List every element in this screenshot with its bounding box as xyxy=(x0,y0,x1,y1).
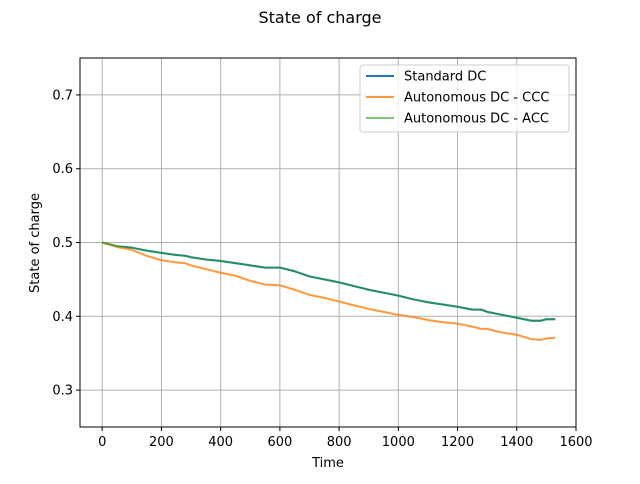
x-tick-label: 800 xyxy=(327,435,352,450)
y-tick-label: 0.7 xyxy=(52,88,73,103)
legend-box xyxy=(359,64,570,133)
x-tick-label: 1600 xyxy=(559,435,592,450)
x-tick-label: 600 xyxy=(267,435,292,450)
y-axis-label: State of charge xyxy=(28,193,43,293)
y-tick-label: 0.5 xyxy=(52,236,73,251)
series-line-3 xyxy=(101,241,556,322)
x-axis-label: Time xyxy=(311,456,344,471)
x-tick-label: 1200 xyxy=(441,435,474,450)
y-tick-label: 0.4 xyxy=(52,310,73,325)
legend-label: Standard DC xyxy=(404,70,486,85)
x-tick-label: 1000 xyxy=(382,435,415,450)
legend-label: Autonomous DC - CCC xyxy=(404,91,549,106)
y-tick-label: 0.3 xyxy=(52,384,73,399)
plot-lines xyxy=(101,241,556,341)
legend: Standard DC Autonomous DC - CCC Autonomo… xyxy=(359,64,570,133)
x-tick-label: 0 xyxy=(98,435,106,450)
legend-label: Autonomous DC - ACC xyxy=(404,112,549,127)
x-tick-label: 400 xyxy=(208,435,233,450)
x-tick-label: 1400 xyxy=(500,435,533,450)
series-line-2 xyxy=(101,241,556,341)
y-axis: 0.3 0.4 0.5 0.6 0.7 xyxy=(52,88,80,399)
x-tick-label: 200 xyxy=(149,435,174,450)
chart-title: State of charge xyxy=(259,8,382,27)
y-tick-label: 0.6 xyxy=(52,162,73,177)
x-axis: 0 200 400 600 800 1000 1200 1400 1600 xyxy=(98,427,593,450)
